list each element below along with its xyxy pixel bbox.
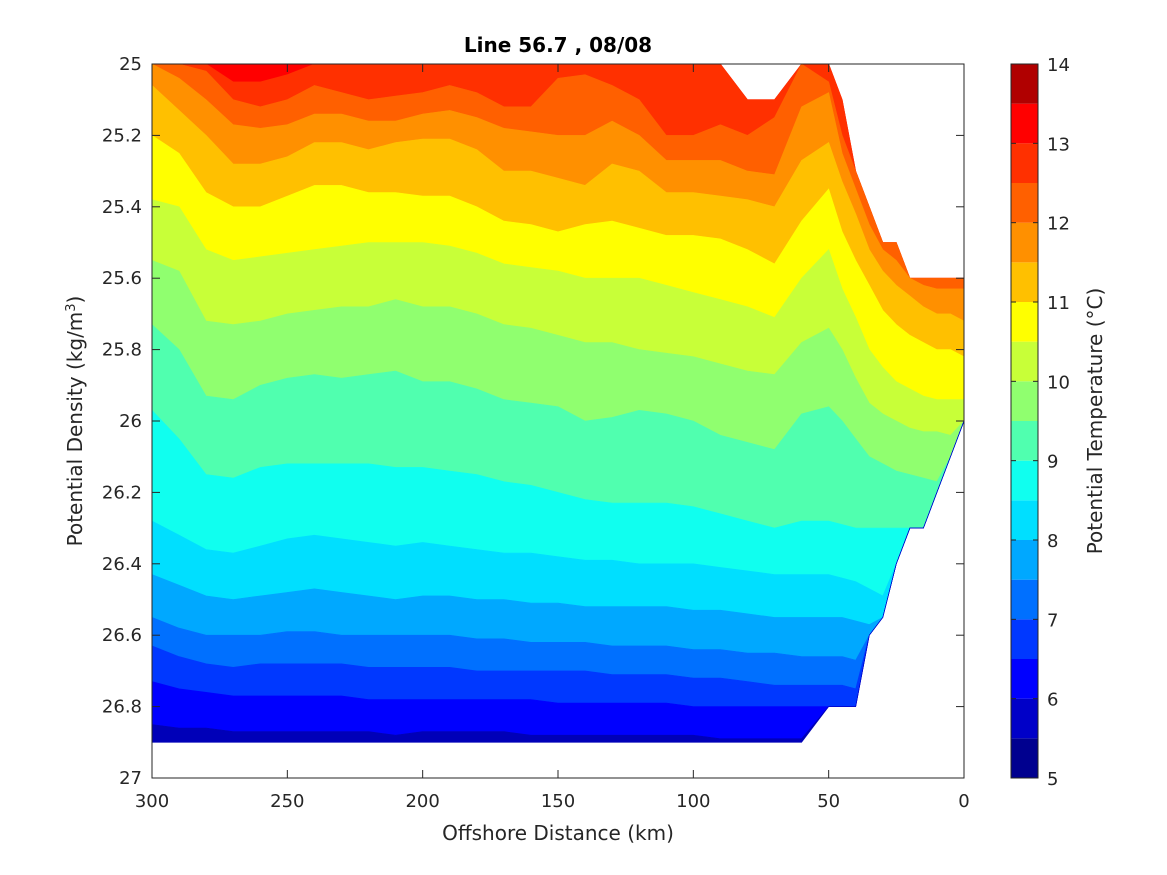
colorbar: 5 6 7 8 9 10 11 12 13 14 (1010, 55, 1070, 790)
y-axis-label: Potential Density (kg/m3) (63, 296, 87, 547)
colorbar-segment (1011, 659, 1038, 699)
y-tick-label: 26.8 (102, 697, 142, 718)
colorbar-tick-label: 6 (1047, 690, 1058, 711)
y-tick-label: 27 (119, 768, 142, 789)
colorbar-segment (1011, 421, 1038, 461)
colorbar-tick-label: 11 (1047, 293, 1070, 314)
colorbar-segment (1011, 579, 1038, 620)
x-tick-label: 0 (958, 791, 969, 812)
y-tick-label: 25.2 (102, 125, 142, 146)
colorbar-tick-label: 8 (1047, 531, 1058, 552)
x-tick-label: 250 (270, 791, 304, 812)
x-axis-label: Offshore Distance (km) (442, 821, 674, 845)
y-tick-label: 25.6 (102, 268, 142, 289)
contour-fill-layer (151, 63, 965, 743)
y-tick-label: 25.8 (102, 340, 142, 361)
y-tick-label: 25.4 (102, 197, 142, 218)
colorbar-segment (1011, 183, 1038, 223)
colorbar-segment (1011, 103, 1038, 144)
y-tick-label: 25 (119, 54, 142, 75)
chart-title: Line 56.7 , 08/08 (464, 33, 652, 57)
x-tick-label: 200 (405, 791, 439, 812)
colorbar-segment (1011, 222, 1038, 263)
colorbar-tick-label: 9 (1047, 452, 1058, 473)
colorbar-frame (1010, 63, 1039, 779)
y-axis-label-close: ) (63, 296, 87, 304)
colorbar-segment (1011, 540, 1038, 580)
y-tick-label: 26.4 (102, 554, 142, 575)
y-axis-label-main: Potential Density (kg/m (63, 312, 87, 547)
y-tick-label: 26 (119, 411, 142, 432)
colorbar-segment (1011, 500, 1038, 540)
colorbar-tick-label: 5 (1047, 769, 1058, 790)
colorbar-segment (1011, 738, 1038, 778)
colorbar-tick-label: 14 (1047, 55, 1070, 76)
x-tick-label: 100 (676, 791, 710, 812)
x-tick-label: 50 (817, 791, 840, 812)
colorbar-tick-label: 7 (1047, 610, 1058, 631)
colorbar-segment (1011, 302, 1038, 342)
colorbar-segment (1011, 341, 1038, 382)
colorbar-segment (1011, 64, 1038, 104)
colorbar-tick-label: 12 (1047, 214, 1070, 235)
x-tick-label: 150 (541, 791, 575, 812)
y-tick-label: 26.2 (102, 482, 142, 503)
x-tick-label: 300 (135, 791, 169, 812)
contour-band-6 (151, 420, 965, 743)
colorbar-segment (1011, 381, 1038, 421)
colorbar-label: Potential Temperature (°C) (1083, 288, 1107, 555)
colorbar-segment (1011, 460, 1038, 501)
colorbar-segment (1011, 698, 1038, 739)
axes: 300 250 200 150 100 50 0 25 25.2 25.4 25.6 25.8 26 26… (102, 54, 970, 812)
colorbar-segment (1011, 619, 1038, 659)
colorbar-tick-label: 13 (1047, 134, 1070, 155)
y-axis-label-superscript: 3 (64, 303, 79, 311)
colorbar-segment (1011, 262, 1038, 302)
y-tick-label: 26.6 (102, 625, 142, 646)
colorbar-tick-label: 10 (1047, 372, 1070, 393)
colorbar-segment (1011, 143, 1038, 183)
